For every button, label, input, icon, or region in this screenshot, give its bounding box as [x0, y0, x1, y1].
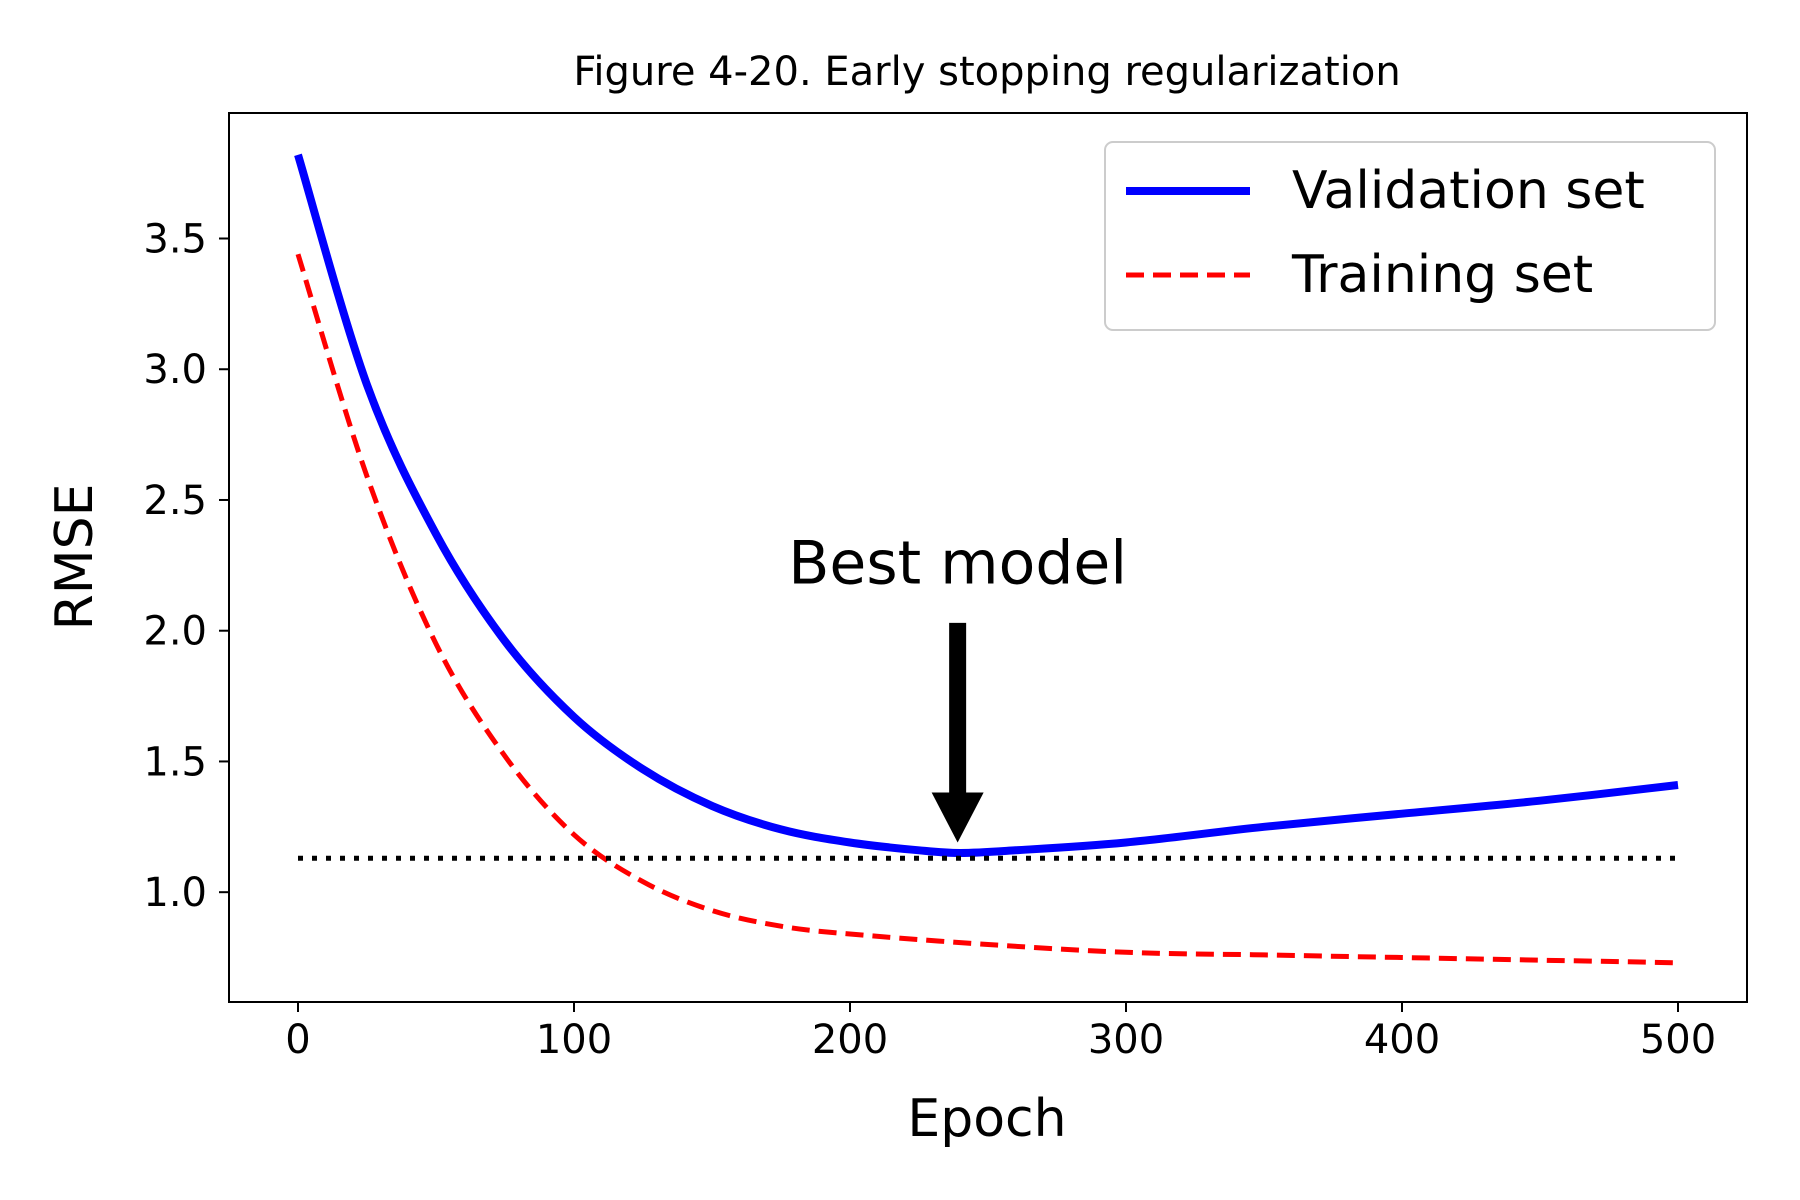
validation-set-line [294, 153, 1679, 857]
x-tick-label: 300 [1088, 1017, 1164, 1063]
legend: Validation set Training set [1104, 141, 1716, 331]
x-tick-label: 200 [812, 1017, 888, 1063]
best-model-annotation: Best model [788, 529, 1127, 599]
y-tick-label: 3.0 [143, 347, 207, 393]
legend-label-training: Training set [1291, 245, 1593, 305]
x-tick-label: 500 [1640, 1017, 1716, 1063]
legend-label-validation: Validation set [1292, 161, 1645, 221]
chart-title: Figure 4-20. Early stopping regularizati… [573, 49, 1400, 95]
y-axis: 1.0 1.5 2.0 2.5 3.0 3.5 [143, 217, 229, 916]
legend-box [1104, 141, 1716, 331]
y-tick-label: 3.5 [143, 217, 207, 263]
best-model-arrow-head [931, 792, 984, 843]
y-tick-label: 2.5 [143, 478, 207, 524]
y-tick-label: 1.0 [143, 870, 207, 916]
x-tick-label: 400 [1364, 1017, 1440, 1063]
plot-area [228, 112, 1748, 1003]
y-axis-label: RMSE [45, 484, 105, 631]
x-tick-label: 100 [536, 1017, 612, 1063]
x-axis: 0 100 200 300 400 500 [285, 1002, 1716, 1063]
series-layer [294, 153, 1679, 966]
plot-frame [228, 112, 1748, 1003]
training-set-line [295, 253, 1679, 966]
annotation-layer: Best model [788, 529, 1127, 843]
best-model-arrow-shaft [949, 622, 967, 793]
x-axis-label: Epoch [907, 1089, 1066, 1149]
y-tick-label: 1.5 [143, 739, 207, 785]
y-tick-label: 2.0 [143, 609, 207, 655]
x-tick-label: 0 [285, 1017, 310, 1063]
